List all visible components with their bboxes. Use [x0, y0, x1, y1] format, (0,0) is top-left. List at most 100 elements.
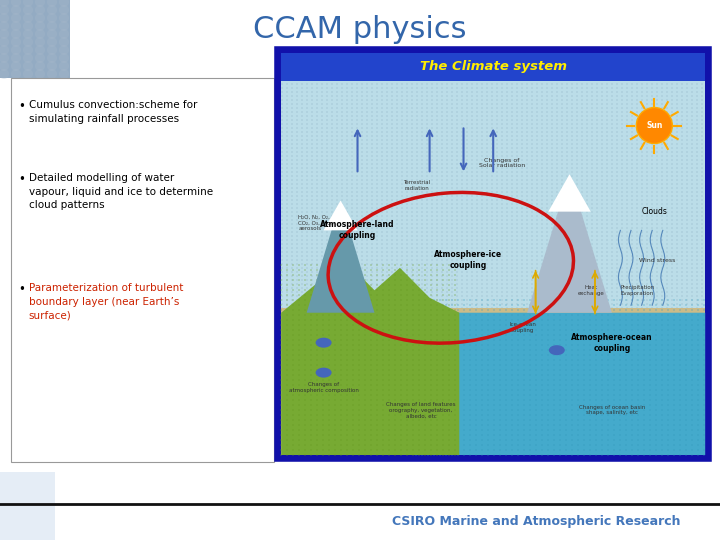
Circle shape	[559, 379, 561, 381]
Circle shape	[631, 239, 633, 241]
Circle shape	[286, 83, 288, 85]
Circle shape	[576, 83, 578, 85]
Circle shape	[691, 135, 693, 137]
Circle shape	[625, 434, 627, 436]
Circle shape	[641, 195, 643, 197]
Circle shape	[596, 267, 598, 269]
Circle shape	[536, 95, 538, 97]
Circle shape	[521, 239, 523, 241]
Circle shape	[583, 444, 585, 446]
Circle shape	[356, 155, 358, 157]
Circle shape	[571, 283, 573, 285]
Circle shape	[481, 123, 483, 125]
Circle shape	[487, 404, 489, 406]
Circle shape	[356, 267, 358, 269]
Circle shape	[296, 259, 298, 261]
Circle shape	[366, 103, 368, 105]
Circle shape	[646, 275, 648, 277]
Polygon shape	[323, 200, 358, 231]
Circle shape	[671, 247, 673, 249]
Circle shape	[661, 299, 663, 301]
Circle shape	[547, 349, 549, 351]
Circle shape	[613, 399, 615, 401]
Circle shape	[646, 255, 648, 257]
Circle shape	[436, 434, 438, 436]
Circle shape	[382, 354, 384, 356]
Circle shape	[703, 434, 705, 436]
Circle shape	[667, 349, 669, 351]
Circle shape	[691, 215, 693, 217]
Circle shape	[679, 364, 681, 366]
Circle shape	[316, 271, 318, 273]
Circle shape	[491, 243, 493, 245]
Circle shape	[481, 83, 483, 85]
Circle shape	[391, 275, 393, 277]
Circle shape	[631, 287, 633, 289]
Circle shape	[581, 87, 583, 89]
Circle shape	[326, 307, 328, 309]
Circle shape	[491, 135, 493, 137]
Circle shape	[501, 151, 503, 153]
Circle shape	[424, 374, 426, 376]
Circle shape	[336, 83, 338, 85]
Circle shape	[406, 275, 408, 277]
Circle shape	[396, 195, 398, 197]
Circle shape	[649, 304, 651, 306]
Circle shape	[643, 319, 645, 321]
Circle shape	[411, 223, 413, 225]
Circle shape	[461, 119, 463, 121]
Circle shape	[386, 147, 388, 149]
Circle shape	[461, 211, 463, 213]
Circle shape	[696, 243, 698, 245]
Circle shape	[376, 334, 378, 336]
Circle shape	[506, 123, 508, 125]
Circle shape	[606, 187, 608, 189]
Circle shape	[471, 151, 473, 153]
Circle shape	[673, 389, 675, 391]
Circle shape	[631, 215, 633, 217]
Circle shape	[686, 267, 688, 269]
Circle shape	[334, 309, 336, 311]
Circle shape	[523, 344, 525, 346]
Circle shape	[619, 439, 621, 441]
Circle shape	[691, 424, 693, 426]
Circle shape	[701, 251, 703, 253]
Circle shape	[559, 449, 561, 451]
Circle shape	[416, 251, 418, 253]
Circle shape	[696, 183, 698, 185]
Circle shape	[523, 404, 525, 406]
Circle shape	[381, 167, 383, 169]
Circle shape	[481, 424, 483, 426]
Circle shape	[431, 155, 433, 157]
Circle shape	[556, 183, 558, 185]
Circle shape	[476, 159, 478, 161]
Circle shape	[571, 251, 573, 253]
Circle shape	[291, 243, 293, 245]
Circle shape	[646, 287, 648, 289]
Circle shape	[571, 303, 573, 305]
Circle shape	[456, 191, 458, 193]
Circle shape	[321, 103, 323, 105]
Circle shape	[589, 299, 591, 301]
Text: Changes of
atmospheric composition: Changes of atmospheric composition	[289, 382, 359, 393]
Circle shape	[361, 111, 363, 113]
Circle shape	[406, 131, 408, 133]
Circle shape	[601, 195, 603, 197]
Circle shape	[356, 191, 358, 193]
Circle shape	[476, 203, 478, 205]
Circle shape	[306, 203, 308, 205]
Circle shape	[535, 369, 537, 371]
Circle shape	[676, 187, 678, 189]
Circle shape	[431, 239, 433, 241]
Circle shape	[358, 449, 360, 451]
Circle shape	[523, 414, 525, 416]
Circle shape	[556, 267, 558, 269]
Circle shape	[649, 334, 651, 336]
Circle shape	[441, 175, 443, 177]
Circle shape	[496, 307, 498, 309]
Circle shape	[301, 167, 303, 169]
Circle shape	[446, 187, 448, 189]
Circle shape	[448, 324, 450, 326]
Circle shape	[516, 307, 518, 309]
Circle shape	[571, 271, 573, 273]
